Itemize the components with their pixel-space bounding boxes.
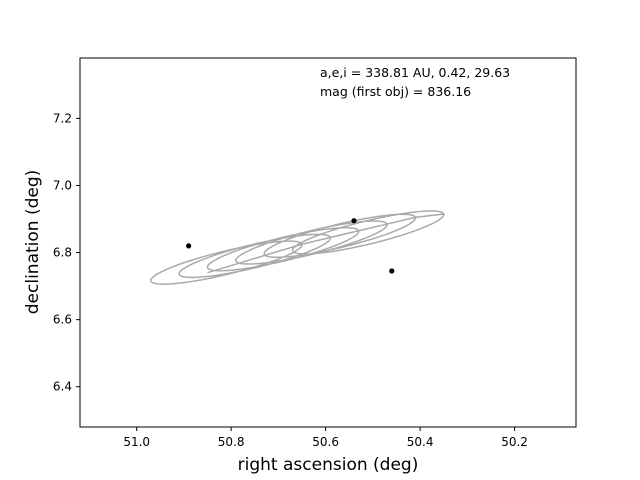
x-tick-label: 50.2 <box>501 435 528 449</box>
x-tick-label: 50.8 <box>218 435 245 449</box>
annotation-magnitude: mag (first obj) = 836.16 <box>320 84 471 99</box>
observation-points-layer <box>186 218 395 274</box>
orbit-track-layer <box>150 210 446 285</box>
orbit-track-line <box>150 210 446 285</box>
x-tick-label: 50.6 <box>312 435 339 449</box>
y-tick-label: 6.6 <box>53 313 72 327</box>
x-tick-label: 51.0 <box>123 435 150 449</box>
y-tick-label: 6.4 <box>53 380 72 394</box>
x-axis-ticks: 51.0 50.8 50.6 50.4 50.2 <box>123 427 528 449</box>
y-tick-label: 7.0 <box>53 178 72 192</box>
plot-frame <box>79 57 577 428</box>
observation-point <box>389 268 395 274</box>
y-axis-ticks: 6.4 6.6 6.8 7.0 7.2 <box>53 111 80 394</box>
observation-point <box>351 218 357 224</box>
observation-point <box>186 243 192 249</box>
annotation-orbit-params: a,e,i = 338.81 AU, 0.42, 29.63 <box>320 65 510 80</box>
y-axis-label: declination (deg) <box>23 170 43 315</box>
x-tick-label: 50.4 <box>407 435 434 449</box>
y-tick-label: 7.2 <box>53 111 72 125</box>
x-axis-label: right ascension (deg) <box>238 455 419 475</box>
y-tick-label: 6.8 <box>53 246 72 260</box>
